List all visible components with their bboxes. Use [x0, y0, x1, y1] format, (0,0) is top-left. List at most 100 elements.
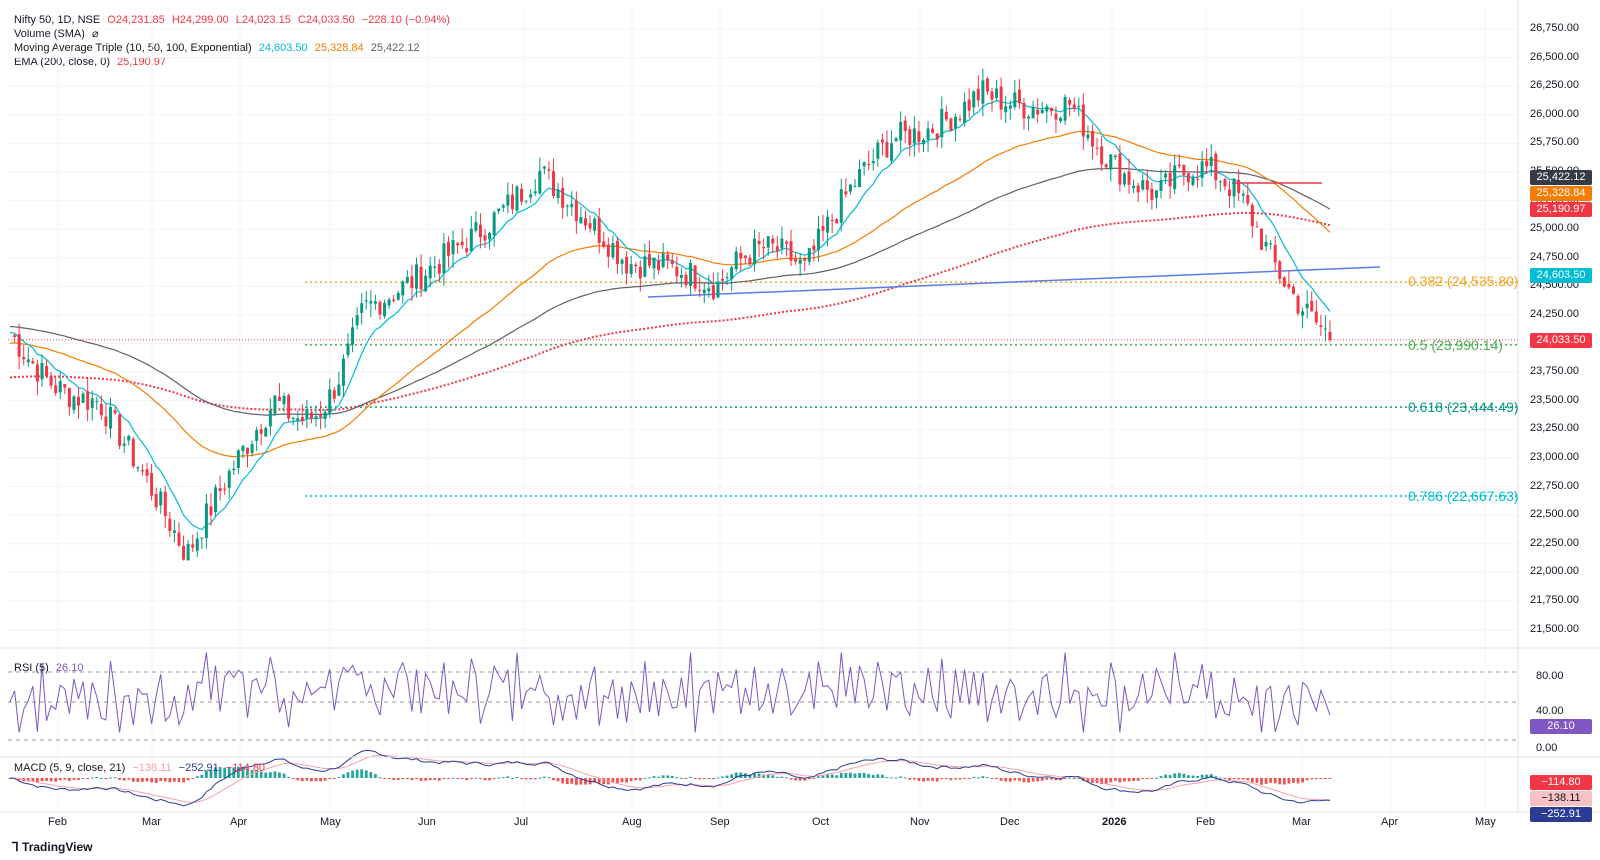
candle-body [140, 470, 144, 472]
macd-hist-bar [1255, 778, 1259, 783]
legend-rsi[interactable]: RSI (5) 26.10 [14, 662, 87, 675]
candle-body [652, 257, 656, 269]
candle-body [177, 532, 181, 546]
macd-hist-bar [323, 778, 327, 781]
macd-hist-bar [419, 778, 423, 781]
macd-hist-bar [191, 778, 195, 779]
rsi-label[interactable]: RSI (5) [14, 662, 49, 674]
macd-hist-bar [1132, 778, 1135, 781]
legend-macd[interactable]: MACD (5, 9, close, 21) −138.11 −252.91 −… [14, 762, 269, 775]
candle-body [456, 243, 460, 246]
macd-hist-bar [246, 769, 249, 778]
candle-body [775, 246, 779, 252]
ohlc-open: O24,231.85 [107, 14, 165, 26]
candle-body [113, 410, 117, 414]
macd-hist-bar [967, 778, 971, 779]
macd-hist-bar [127, 778, 131, 780]
candle-body [433, 266, 437, 268]
macd-hist-bar [858, 773, 861, 778]
candle-body [163, 491, 167, 517]
candle-body [716, 281, 720, 298]
macd-hist-bar [428, 778, 432, 780]
candle-body [584, 218, 588, 226]
candle-body [848, 184, 852, 192]
candle-body [227, 470, 231, 488]
candle-body [588, 223, 592, 229]
macd-hist-bar [922, 778, 925, 782]
macd-hist-bar [1324, 778, 1327, 779]
macd-hist-bar [259, 771, 263, 778]
ma-label[interactable]: Moving Average Triple (10, 50, 100, Expo… [14, 42, 252, 54]
macd-hist-bar [780, 776, 784, 778]
candle-body [419, 266, 423, 290]
candle-body [784, 241, 788, 244]
legend-ma[interactable]: Moving Average Triple (10, 50, 100, Expo… [14, 42, 424, 55]
time-axis-label: Apr [230, 816, 248, 828]
volume-label[interactable]: Volume (SMA) [14, 28, 85, 40]
candle-body [903, 120, 907, 131]
macd-hist-bar [109, 777, 112, 779]
macd-hist-bar [1013, 778, 1017, 781]
candle-body [1259, 228, 1263, 250]
candle-body [812, 245, 816, 251]
macd-hist-bar [716, 777, 720, 779]
candle-body [1264, 241, 1268, 247]
macd-hist-bar [538, 777, 542, 779]
ema-label[interactable]: EMA (200, close, 0) [14, 56, 110, 68]
macd-hist-bar [702, 778, 706, 780]
macd-hist-bar [182, 778, 185, 783]
macd-hist-bar [310, 778, 313, 782]
macd-hist-bar [867, 773, 871, 778]
macd-signal-value: −138.11 [132, 762, 172, 774]
candle-body [1223, 179, 1227, 187]
macd-label[interactable]: MACD (5, 9, close, 21) [14, 762, 126, 774]
legend-volume[interactable]: Volume (SMA) ⌀ [14, 28, 103, 41]
candle-body [985, 78, 989, 92]
macd-hist-bar [296, 778, 300, 781]
macd-hist-bar [1145, 778, 1149, 779]
macd-signal-line [9, 754, 1331, 803]
macd-hist-bar [1063, 778, 1067, 779]
macd-hist-bar [255, 770, 259, 778]
macd-hist-bar [433, 778, 437, 780]
candle-body [711, 285, 715, 299]
macd-hist-bar [1232, 778, 1236, 779]
macd-hist-bar [346, 772, 350, 778]
candle-body [593, 218, 597, 231]
candle-body [296, 418, 300, 422]
candle-body [702, 289, 706, 294]
macd-hist-bar [986, 777, 989, 779]
candle-body [54, 385, 58, 393]
macd-hist-bar [880, 774, 884, 778]
pane-separators [0, 0, 1600, 813]
macd-hist-bar [150, 778, 153, 783]
candle-body [49, 376, 53, 386]
legend-ema[interactable]: EMA (200, close, 0) 25,190.97 [14, 56, 170, 69]
candle-body [401, 281, 405, 296]
candle-body [145, 469, 149, 476]
macd-hist-bar [479, 778, 482, 780]
macd-hist-bar [652, 776, 656, 778]
candle-body [561, 188, 565, 208]
candle-body [520, 188, 524, 202]
macd-hist-bar [95, 777, 99, 779]
symbol-title[interactable]: Nifty 50, 1D, NSE [14, 14, 101, 26]
macd-hist-bar [789, 778, 793, 780]
candle-body [1291, 286, 1295, 294]
candle-body [108, 406, 112, 429]
macd-hist-bar [1045, 778, 1049, 780]
macd-hist-bar [1218, 777, 1222, 779]
candle-body [1008, 105, 1012, 109]
candle-body [1054, 113, 1058, 120]
hidden-eye-icon[interactable]: ⌀ [91, 28, 99, 40]
macd-hist-bar [821, 775, 825, 778]
macd-hist-bar [940, 778, 944, 779]
macd-hist-bar [634, 778, 638, 781]
candle-body [255, 430, 259, 441]
candle-body [1287, 284, 1291, 288]
candle-body [332, 390, 336, 399]
candle-body [684, 274, 688, 286]
candle-body [1004, 106, 1008, 113]
time-axis-label: Mar [142, 816, 161, 828]
